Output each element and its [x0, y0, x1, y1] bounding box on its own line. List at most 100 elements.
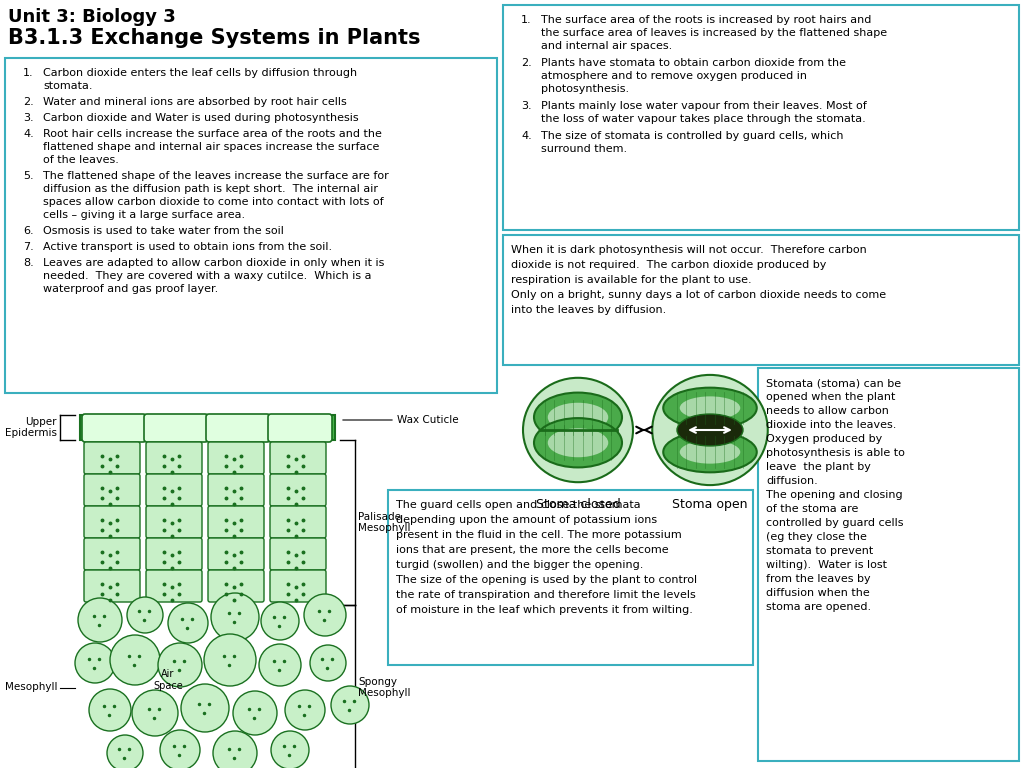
FancyBboxPatch shape [208, 538, 264, 570]
Text: dioxide is not required.  The carbon dioxide produced by: dioxide is not required. The carbon diox… [511, 260, 826, 270]
Text: respiration is available for the plant to use.: respiration is available for the plant t… [511, 275, 752, 285]
Text: Stomata (stoma) can be: Stomata (stoma) can be [766, 378, 901, 388]
Text: surround them.: surround them. [541, 144, 627, 154]
Text: 1.: 1. [521, 15, 531, 25]
Text: Water and mineral ions are absorbed by root hair cells: Water and mineral ions are absorbed by r… [43, 97, 347, 107]
Text: wilting).  Water is lost: wilting). Water is lost [766, 560, 887, 570]
Text: The opening and closing: The opening and closing [766, 490, 902, 500]
Text: Oxygen produced by: Oxygen produced by [766, 434, 883, 444]
FancyBboxPatch shape [84, 506, 140, 538]
Circle shape [285, 690, 325, 730]
FancyBboxPatch shape [270, 442, 326, 474]
Text: Spongy
Mesophyll: Spongy Mesophyll [358, 677, 411, 698]
FancyBboxPatch shape [146, 570, 202, 602]
Text: 7.: 7. [23, 242, 34, 252]
Text: dioxide into the leaves.: dioxide into the leaves. [766, 420, 896, 430]
Text: turgid (swollen) and the bigger the opening.: turgid (swollen) and the bigger the open… [396, 560, 643, 570]
Text: opened when the plant: opened when the plant [766, 392, 895, 402]
Text: 8.: 8. [23, 258, 34, 268]
Text: of moisture in the leaf which prevents it from wilting.: of moisture in the leaf which prevents i… [396, 605, 693, 615]
Bar [388, 490, 753, 665]
Bar [503, 5, 1019, 230]
FancyBboxPatch shape [146, 506, 202, 538]
Text: the rate of transpiration and therefore limit the levels: the rate of transpiration and therefore … [396, 590, 695, 600]
Text: Plants mainly lose water vapour from their leaves. Most of: Plants mainly lose water vapour from the… [541, 101, 866, 111]
Text: controlled by guard cells: controlled by guard cells [766, 518, 903, 528]
Ellipse shape [534, 418, 622, 468]
Ellipse shape [664, 388, 757, 429]
FancyBboxPatch shape [144, 414, 208, 442]
Circle shape [233, 691, 278, 735]
Circle shape [160, 730, 200, 768]
Text: When it is dark photosynthesis will not occur.  Therefore carbon: When it is dark photosynthesis will not … [511, 245, 866, 255]
Text: Carbon dioxide enters the leaf cells by diffusion through: Carbon dioxide enters the leaf cells by … [43, 68, 357, 78]
Circle shape [261, 602, 299, 640]
Circle shape [127, 597, 163, 633]
Circle shape [110, 635, 160, 685]
FancyBboxPatch shape [270, 506, 326, 538]
Text: Active transport is used to obtain ions from the soil.: Active transport is used to obtain ions … [43, 242, 332, 252]
FancyBboxPatch shape [146, 538, 202, 570]
Text: Wax Cuticle: Wax Cuticle [397, 415, 459, 425]
Text: 4.: 4. [521, 131, 531, 141]
Text: present in the fluid in the cell. The more potassium: present in the fluid in the cell. The mo… [396, 530, 682, 540]
Text: flattened shape and internal air spaces increase the surface: flattened shape and internal air spaces … [43, 142, 379, 152]
Text: cells – giving it a large surface area.: cells – giving it a large surface area. [43, 210, 245, 220]
Ellipse shape [652, 375, 768, 485]
Text: of the leaves.: of the leaves. [43, 155, 119, 165]
Text: photosynthesis is able to: photosynthesis is able to [766, 448, 905, 458]
Circle shape [304, 594, 346, 636]
Text: Osmosis is used to take water from the soil: Osmosis is used to take water from the s… [43, 226, 284, 236]
Text: Upper
Epidermis: Upper Epidermis [5, 417, 57, 439]
Circle shape [78, 598, 122, 642]
Text: 6.: 6. [23, 226, 34, 236]
FancyBboxPatch shape [268, 414, 332, 442]
Text: 1.: 1. [23, 68, 34, 78]
FancyBboxPatch shape [84, 538, 140, 570]
Ellipse shape [677, 414, 743, 446]
Text: photosynthesis.: photosynthesis. [541, 84, 629, 94]
Circle shape [89, 689, 131, 731]
Circle shape [211, 593, 259, 641]
Circle shape [75, 643, 115, 683]
Text: atmosphere and to remove oxygen produced in: atmosphere and to remove oxygen produced… [541, 71, 807, 81]
Circle shape [331, 686, 369, 724]
Text: 5.: 5. [23, 171, 34, 181]
FancyBboxPatch shape [84, 442, 140, 474]
FancyBboxPatch shape [84, 570, 140, 602]
Bar [80, 415, 335, 440]
Circle shape [168, 603, 208, 643]
Text: Carbon dioxide and Water is used during photosynthesis: Carbon dioxide and Water is used during … [43, 113, 358, 123]
Text: into the leaves by diffusion.: into the leaves by diffusion. [511, 305, 667, 315]
Text: waterproof and gas proof layer.: waterproof and gas proof layer. [43, 284, 218, 294]
Text: the loss of water vapour takes place through the stomata.: the loss of water vapour takes place thr… [541, 114, 865, 124]
Ellipse shape [680, 440, 740, 464]
Circle shape [213, 731, 257, 768]
Text: 3.: 3. [23, 113, 34, 123]
Circle shape [181, 684, 229, 732]
Text: Air
Space: Air Space [154, 669, 183, 690]
FancyBboxPatch shape [270, 570, 326, 602]
Text: the surface area of leaves is increased by the flattened shape: the surface area of leaves is increased … [541, 28, 887, 38]
Text: Only on a bright, sunny days a lot of carbon dioxide needs to come: Only on a bright, sunny days a lot of ca… [511, 290, 886, 300]
FancyBboxPatch shape [146, 442, 202, 474]
Bar [758, 368, 1019, 761]
Text: needed.  They are covered with a waxy cutilce.  Which is a: needed. They are covered with a waxy cut… [43, 271, 372, 281]
Text: Plants have stomata to obtain carbon dioxide from the: Plants have stomata to obtain carbon dio… [541, 58, 846, 68]
FancyBboxPatch shape [208, 442, 264, 474]
Text: from the leaves by: from the leaves by [766, 574, 870, 584]
Text: The surface area of the roots is increased by root hairs and: The surface area of the roots is increas… [541, 15, 871, 25]
Ellipse shape [548, 402, 608, 432]
Circle shape [259, 644, 301, 686]
Text: Root hair cells increase the surface area of the roots and the: Root hair cells increase the surface are… [43, 129, 382, 139]
Circle shape [132, 690, 178, 736]
Text: The guard cells open and close the stomata: The guard cells open and close the stoma… [396, 500, 641, 510]
FancyBboxPatch shape [208, 570, 264, 602]
Bar [5, 58, 497, 393]
Text: ions that are present, the more the cells become: ions that are present, the more the cell… [396, 545, 669, 555]
Text: spaces allow carbon dioxide to come into contact with lots of: spaces allow carbon dioxide to come into… [43, 197, 384, 207]
FancyBboxPatch shape [206, 414, 270, 442]
Text: Unit 3: Biology 3: Unit 3: Biology 3 [8, 8, 176, 26]
Text: diffusion as the diffusion path is kept short.  The internal air: diffusion as the diffusion path is kept … [43, 184, 378, 194]
FancyBboxPatch shape [146, 474, 202, 506]
